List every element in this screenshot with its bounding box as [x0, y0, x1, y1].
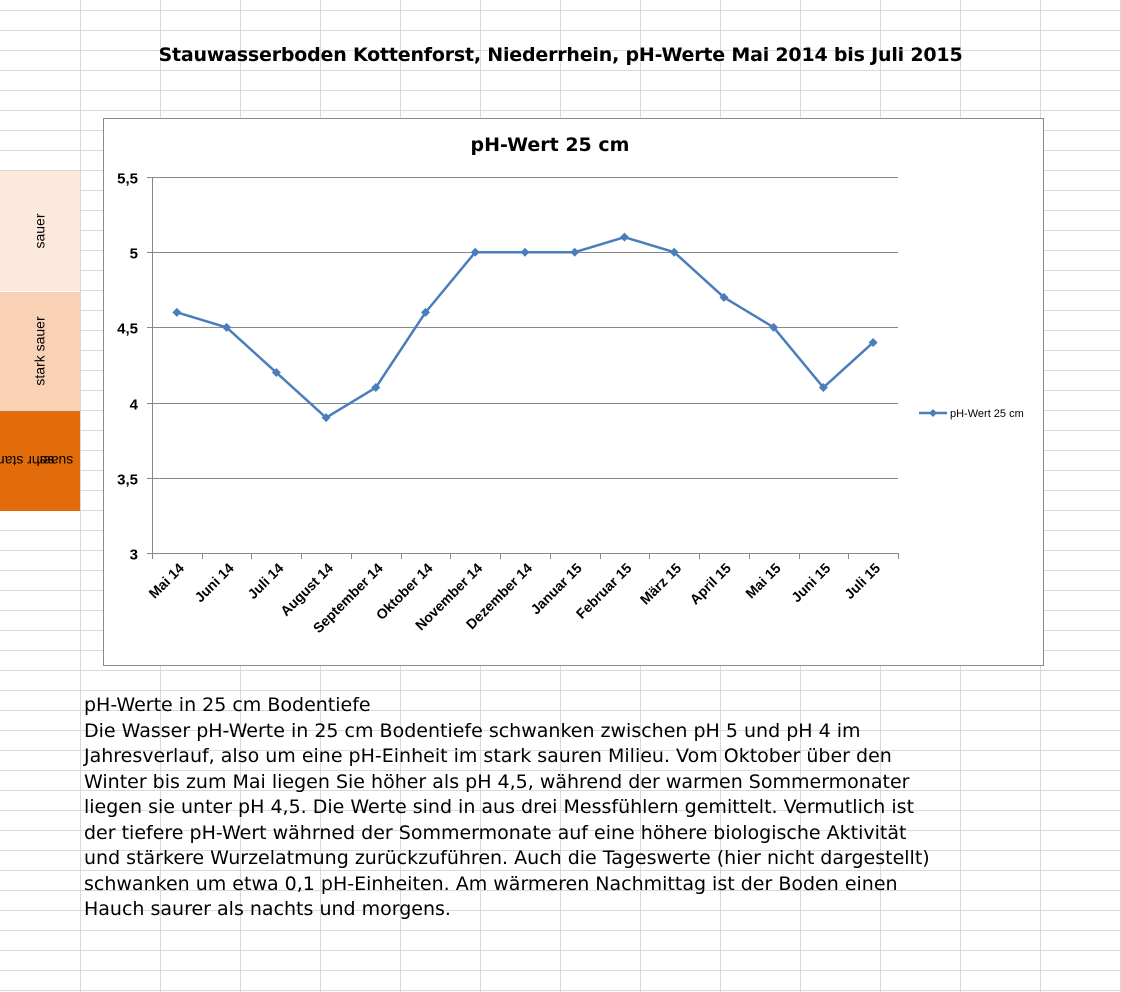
x-tick-label: Juni 15	[788, 560, 834, 606]
data-point[interactable]	[719, 292, 729, 302]
x-tick-label: Juni 14	[191, 560, 237, 606]
chart-title: pH-Wert 25 cm	[471, 134, 630, 156]
data-point[interactable]	[868, 337, 878, 347]
data-point[interactable]	[271, 368, 281, 378]
data-point[interactable]	[172, 307, 182, 317]
data-point[interactable]	[669, 247, 679, 257]
band-sauer-label: sauer	[32, 213, 48, 249]
y-tick-label: 5	[130, 246, 138, 263]
data-point[interactable]	[769, 322, 779, 332]
description-line: der tiefere pH-Wert währned der Sommermo…	[84, 821, 907, 844]
data-point[interactable]	[222, 322, 232, 332]
y-tick-label: 4,5	[117, 321, 138, 338]
description-line: liegen sie unter pH 4,5. Die Werte sind …	[84, 796, 915, 818]
x-tick-label: Juli 14	[244, 560, 286, 602]
x-tick-label: Mai 15	[742, 560, 784, 602]
data-point[interactable]	[371, 383, 381, 393]
description-line: schwanken um etwa 0,1 pH-Einheiten. Am w…	[84, 872, 898, 895]
x-tick-label: März 15	[637, 560, 685, 608]
legend-marker	[929, 409, 937, 417]
data-point[interactable]	[619, 232, 629, 242]
data-point[interactable]	[421, 307, 431, 317]
x-tick-label: Mai 14	[145, 560, 187, 602]
description-heading: pH-Werte in 25 cm Bodentiefe	[84, 694, 371, 716]
chart-container[interactable]: pH-Wert 25 cm 3 3,5 4 4,5 5 5,5 Mai 14 Juni 14 Ju…	[103, 118, 1044, 666]
band-sehr-stark-sauer-label: sehr starksuaer	[0, 453, 74, 469]
band-sehr-stark-sauer: sehr starksuaer	[0, 411, 80, 511]
description-line: Winter bis zum Mai liegen Sie höher als …	[84, 770, 910, 793]
data-point[interactable]	[570, 247, 580, 257]
x-tick-label: April 15	[686, 560, 734, 608]
band-stark-sauer-label: stark sauer	[32, 316, 48, 386]
description: pH-Werte in 25 cm Bodentiefe Die Wasser …	[84, 693, 1034, 923]
y-tick-label: 5,5	[117, 171, 138, 188]
description-body: Die Wasser pH-Werte in 25 cm Bodentiefe …	[84, 719, 1034, 923]
data-point[interactable]	[321, 413, 331, 423]
legend-label: pH-Wert 25 cm	[950, 408, 1024, 420]
y-tick-label: 3	[130, 547, 138, 564]
description-line: Die Wasser pH-Werte in 25 cm Bodentiefe …	[84, 719, 861, 742]
description-line: Jahresverlauf, also um eine pH-Einheit i…	[84, 745, 892, 767]
band-sauer: sauer	[0, 171, 80, 291]
description-line: Hauch saurer als nachts und morgens.	[84, 898, 451, 920]
page-title: Stauwasserboden Kottenforst, Niederrhein…	[158, 44, 963, 66]
y-tick-label: 4	[130, 397, 139, 414]
y-tick-label: 3,5	[117, 472, 138, 489]
band-stark-sauer: stark sauer	[0, 292, 80, 410]
x-tick-label: Juli 15	[841, 560, 883, 602]
data-point[interactable]	[520, 247, 530, 257]
data-point[interactable]	[470, 247, 480, 257]
description-line: und stärkere Wurzelatmung zurückzuführen…	[84, 847, 930, 869]
data-point[interactable]	[818, 383, 828, 393]
